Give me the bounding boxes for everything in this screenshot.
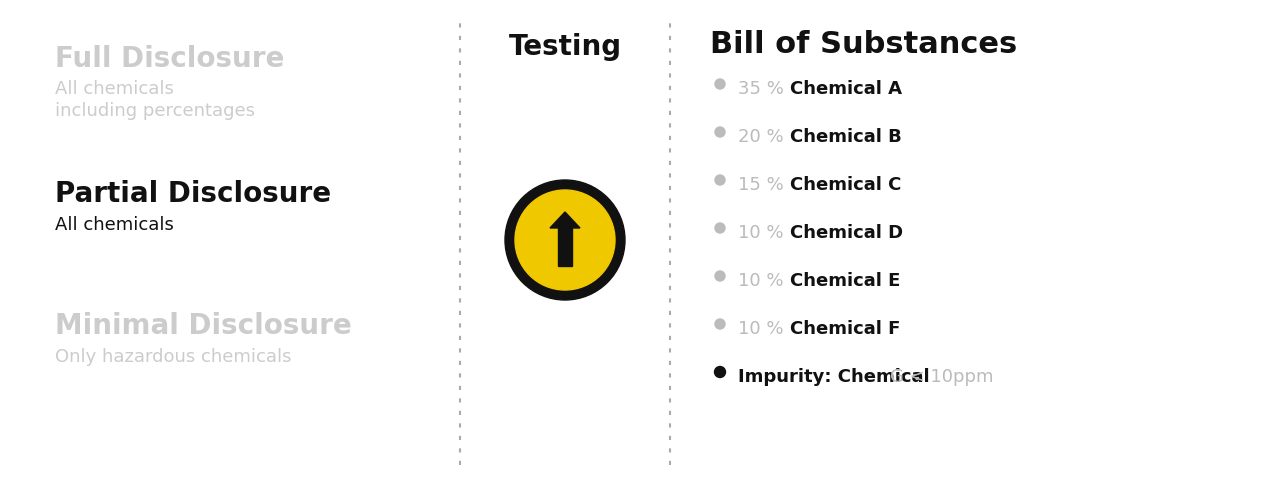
Text: All chemicals: All chemicals xyxy=(55,216,174,234)
Polygon shape xyxy=(558,228,572,266)
Text: 15 %: 15 % xyxy=(739,176,783,194)
Circle shape xyxy=(716,79,724,89)
Circle shape xyxy=(515,190,614,290)
Circle shape xyxy=(716,223,724,233)
Text: Chemical E: Chemical E xyxy=(790,272,900,290)
Text: Testing: Testing xyxy=(508,33,622,61)
Polygon shape xyxy=(550,212,580,228)
Text: Chemical F: Chemical F xyxy=(790,320,900,338)
Circle shape xyxy=(716,175,724,185)
Text: All chemicals: All chemicals xyxy=(55,80,174,98)
Text: Impurity: Chemical: Impurity: Chemical xyxy=(739,368,936,386)
Text: Minimal Disclosure: Minimal Disclosure xyxy=(55,312,352,340)
Text: 10 %: 10 % xyxy=(739,272,783,290)
Text: Bill of Substances: Bill of Substances xyxy=(710,30,1018,59)
Text: 20 %: 20 % xyxy=(739,128,783,146)
Circle shape xyxy=(716,271,724,281)
Text: Chemical D: Chemical D xyxy=(790,224,904,242)
Text: G < 10ppm: G < 10ppm xyxy=(890,368,993,386)
Text: Full Disclosure: Full Disclosure xyxy=(55,45,284,73)
Text: 10 %: 10 % xyxy=(739,224,783,242)
Text: including percentages: including percentages xyxy=(55,102,255,120)
Text: Partial Disclosure: Partial Disclosure xyxy=(55,180,332,208)
Text: 10 %: 10 % xyxy=(739,320,783,338)
Circle shape xyxy=(716,319,724,329)
Circle shape xyxy=(714,367,726,377)
Text: Chemical B: Chemical B xyxy=(790,128,901,146)
Text: Only hazardous chemicals: Only hazardous chemicals xyxy=(55,348,292,366)
Text: Chemical C: Chemical C xyxy=(790,176,901,194)
Text: Chemical A: Chemical A xyxy=(790,80,902,98)
Circle shape xyxy=(716,127,724,137)
Text: 35 %: 35 % xyxy=(739,80,783,98)
Circle shape xyxy=(506,180,625,300)
